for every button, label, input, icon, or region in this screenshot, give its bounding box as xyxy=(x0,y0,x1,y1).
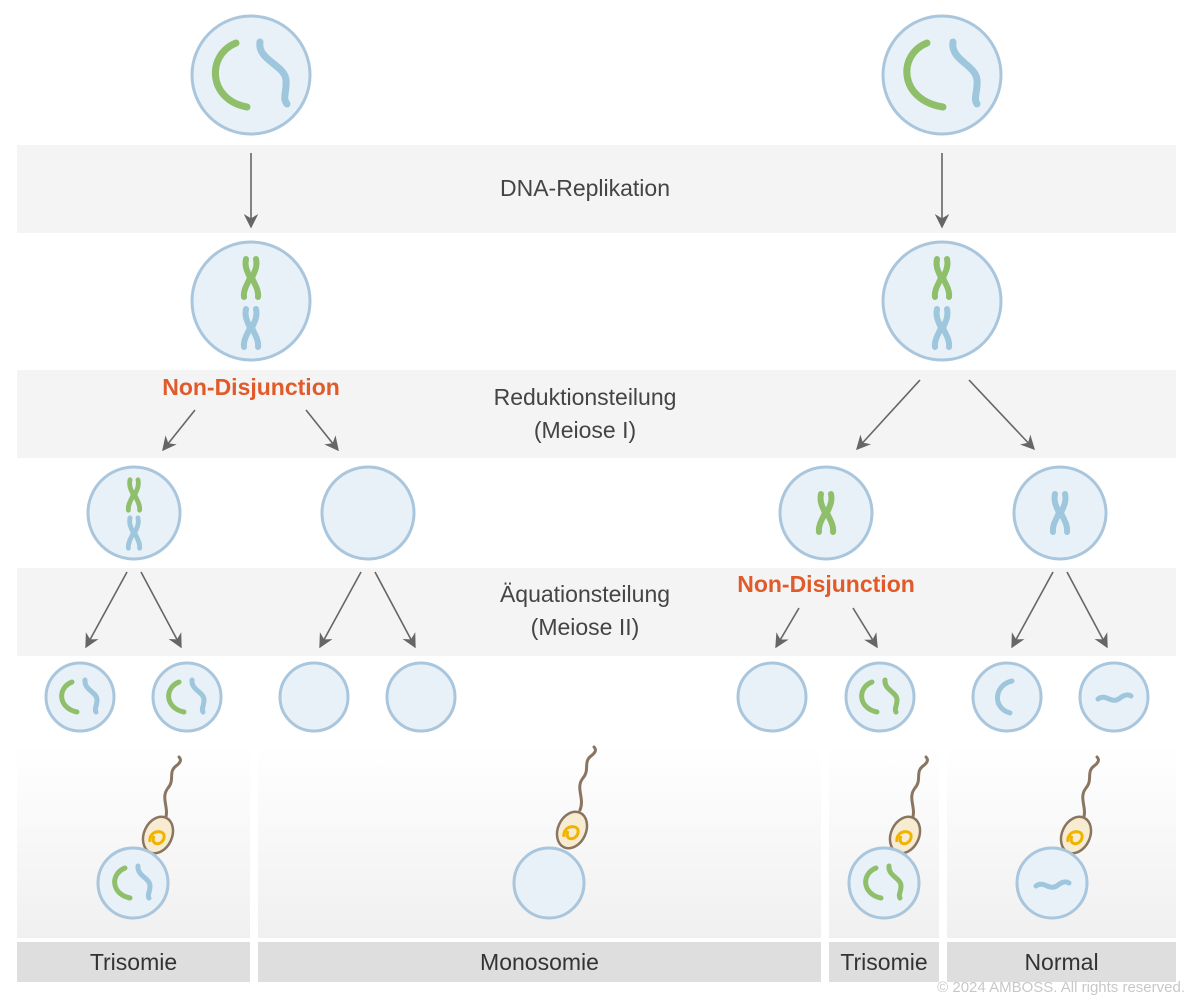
fertilization-3 xyxy=(847,755,929,920)
arrow-m2-1a xyxy=(85,571,128,649)
zygote-cell xyxy=(847,846,921,920)
stage-label-replication: DNA-Replikation xyxy=(499,175,670,201)
stage-label-meiosis-1: Reduktionsteilung (Meiose I) xyxy=(435,381,735,447)
stage-label-meiosis-1-line1: Reduktionsteilung xyxy=(493,384,677,410)
arrow-m2-3b xyxy=(852,607,878,649)
m1-cell-3 xyxy=(778,465,874,561)
zygote-cell xyxy=(96,846,170,920)
gamete-7 xyxy=(971,661,1043,733)
arrow-m1-right-b xyxy=(968,379,1035,451)
replicated-cell-left xyxy=(190,240,312,362)
fertilization-2 xyxy=(512,745,597,920)
stage-label-meiosis-2-line2: (Meiose II) xyxy=(530,614,640,640)
arrow-m2-4a xyxy=(1011,571,1054,649)
outcome-label-trisomie-1: Trisomie xyxy=(17,942,250,982)
arrow-m2-2a xyxy=(319,571,362,649)
sperm-tail-icon xyxy=(163,755,182,822)
band-meiosis-1 xyxy=(17,370,1176,458)
initial-cell-right xyxy=(881,14,1003,136)
arrow-m2-2b xyxy=(374,571,416,649)
outcome-label-monosomie: Monosomie xyxy=(258,942,821,982)
gamete-4 xyxy=(385,661,457,733)
arrow-m2-3a xyxy=(775,607,800,649)
outcome-label-trisomie-2: Trisomie xyxy=(829,942,939,982)
nondisjunction-label-right: Non-Disjunction xyxy=(737,571,915,597)
m1-cell-2 xyxy=(320,465,416,561)
arrow-m2-4b xyxy=(1066,571,1108,649)
copyright-notice: © 2024 AMBOSS. All rights reserved. xyxy=(937,979,1185,996)
m1-cell-4 xyxy=(1012,465,1108,561)
zygote-cell xyxy=(512,846,586,920)
band-meiosis-2 xyxy=(17,568,1176,656)
sperm-tail-icon xyxy=(1081,755,1100,822)
stage-label-meiosis-2-line1: Äquationsteilung xyxy=(499,581,671,607)
replicated-cell-right xyxy=(881,240,1003,362)
gamete-2 xyxy=(151,661,223,733)
sperm-head-icon xyxy=(555,810,589,850)
stage-label-meiosis-2: Äquationsteilung (Meiose II) xyxy=(435,578,735,644)
gamete-6 xyxy=(844,661,916,733)
arrow-m1-left-a xyxy=(162,409,196,452)
sperm-tail-icon xyxy=(910,755,929,822)
stage-label-meiosis-1-line2: (Meiose I) xyxy=(533,417,637,443)
arrow-m2-1b xyxy=(140,571,182,649)
fertilization-1 xyxy=(96,755,182,920)
arrow-m1-left-b xyxy=(305,409,339,452)
nondisjunction-label-left: Non-Disjunction xyxy=(162,374,340,400)
zygote-cell xyxy=(1015,846,1089,920)
arrow-m1-right-a xyxy=(856,379,921,451)
sperm-tail-icon xyxy=(578,745,597,812)
fertilization-4 xyxy=(1015,755,1100,920)
m1-cell-1 xyxy=(86,465,182,561)
initial-cell-left xyxy=(190,14,312,136)
gamete-8 xyxy=(1078,661,1150,733)
gamete-1 xyxy=(44,661,116,733)
outcome-label-normal: Normal xyxy=(947,942,1176,982)
gamete-5 xyxy=(736,661,808,733)
band-dna-replication xyxy=(17,145,1176,233)
gamete-3 xyxy=(278,661,350,733)
